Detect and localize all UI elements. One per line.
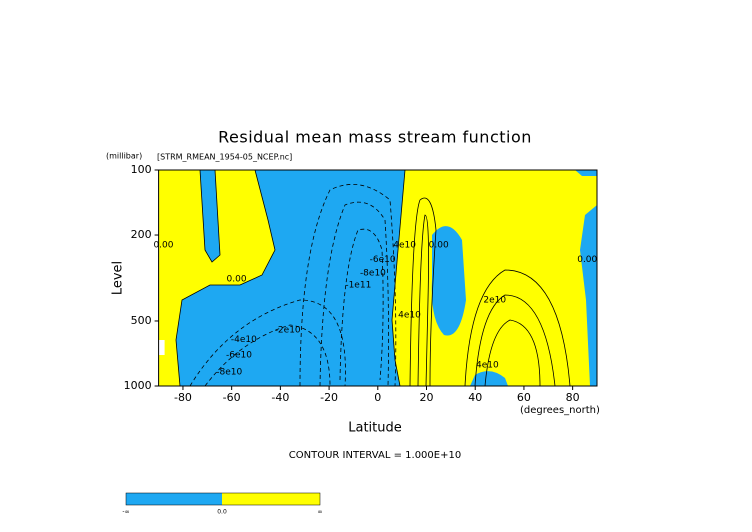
y-tick-label: 500 — [131, 314, 152, 327]
colorbar-frame — [125, 492, 321, 506]
x-tick-label: -80 — [174, 391, 192, 404]
contour-line — [175, 169, 276, 387]
x-tick-label: 60 — [517, 391, 531, 404]
contour-label: -2e10 — [275, 325, 301, 335]
contour-label: 0.00 — [153, 240, 173, 250]
contour-label: 4e10 — [393, 240, 416, 250]
contour-label: -1e11 — [345, 280, 371, 290]
colorbar-label: 0.0 — [217, 509, 227, 516]
y-unit: (millibar) — [106, 152, 142, 161]
colorbar-segment — [222, 493, 320, 505]
contour-label: 0.00 — [227, 274, 247, 284]
x-tick-label: 0 — [374, 391, 381, 404]
x-axis-label: Latitude — [348, 421, 402, 436]
x-tick-label: 20 — [420, 391, 434, 404]
contour-label: -4e10 — [231, 335, 257, 345]
contour-line — [464, 269, 571, 387]
x-tick-label: -40 — [271, 391, 289, 404]
contour-line — [391, 169, 406, 387]
negative-region — [470, 371, 508, 386]
y-tick-label: 1000 — [124, 379, 152, 392]
y-axis-label: Level — [111, 261, 126, 295]
contour-line — [189, 299, 346, 387]
contour-line — [319, 201, 389, 387]
contour-label: -8e10 — [360, 269, 386, 279]
contour-line — [484, 319, 541, 387]
colorbar-label: ∞ — [318, 509, 323, 516]
contour-line — [199, 169, 221, 263]
contour-line — [409, 197, 437, 387]
x-tick-label: -20 — [320, 391, 338, 404]
contour-line — [204, 324, 331, 387]
contour-label: 2e10 — [483, 296, 506, 306]
contour-lines — [175, 169, 571, 387]
colorbar-label: -∞ — [122, 509, 129, 516]
x-unit: (degrees_north) — [520, 405, 600, 416]
x-tick-label: -60 — [223, 391, 241, 404]
contour-line — [339, 228, 384, 381]
contour-label: 4e10 — [476, 361, 499, 371]
missing-region — [158, 340, 165, 355]
x-tick-label: 40 — [468, 391, 482, 404]
contour-label: 4e10 — [398, 311, 421, 321]
contour-label: 0.00 — [577, 255, 597, 265]
negative-region — [431, 226, 466, 336]
contour-label: -8e10 — [216, 367, 242, 377]
contour-label: 0.00 — [429, 240, 449, 250]
contour-label: -6e10 — [370, 255, 396, 265]
contour-interval: CONTOUR INTERVAL = 1.000E+10 — [289, 450, 461, 461]
contour-label: -6e10 — [226, 351, 252, 361]
y-tick-label: 100 — [131, 163, 152, 176]
positive-region — [158, 170, 275, 386]
contour-field — [158, 169, 598, 387]
contour-line — [417, 214, 429, 387]
subtitle: [STRM_RMEAN_1954-05_NCEP.nc] — [157, 153, 292, 162]
colorbar-segment — [126, 493, 222, 505]
contour-line — [299, 184, 397, 387]
x-tick-label: 80 — [566, 391, 580, 404]
y-tick-label: 200 — [131, 228, 152, 241]
contour-line — [474, 294, 556, 387]
chart-title: Residual mean mass stream function — [218, 128, 532, 147]
